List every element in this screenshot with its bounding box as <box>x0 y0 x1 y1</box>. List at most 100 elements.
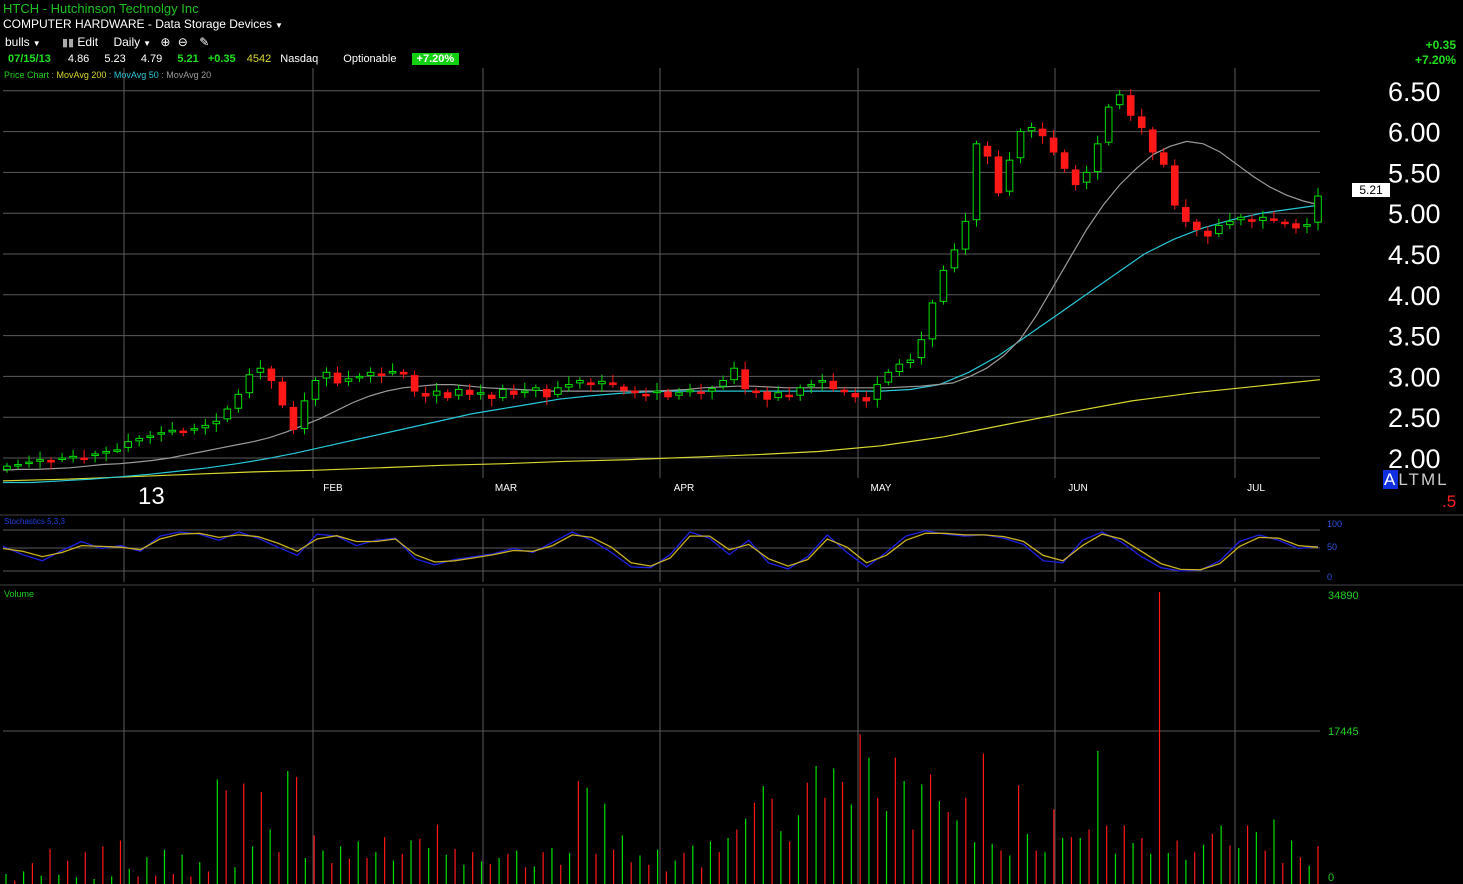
candle-body <box>355 375 364 379</box>
candle-body <box>1137 116 1146 129</box>
quote-bar: 07/15/13 4.86 5.23 4.79 5.21 +0.35 4542 … <box>8 53 460 65</box>
candle-body <box>1226 220 1234 226</box>
candle-body <box>333 372 342 384</box>
candle-body <box>576 379 584 384</box>
ma50-line <box>3 204 1321 484</box>
candle-body <box>476 392 485 395</box>
candle-body <box>509 390 518 395</box>
volume-label: Volume <box>4 589 35 599</box>
candle-body <box>928 302 937 340</box>
candle-body <box>498 388 507 399</box>
zoom-out-icon[interactable]: ⊖ <box>177 35 188 49</box>
candle-body <box>565 384 573 388</box>
scale-a-button[interactable]: A <box>1383 470 1399 489</box>
ma20-line <box>2 140 1321 471</box>
quote-change: +0.35 <box>207 53 236 65</box>
candle-body <box>763 391 771 400</box>
candle-body <box>157 432 166 435</box>
candle-body <box>631 390 639 394</box>
candle-body <box>1159 152 1168 165</box>
candle-body <box>587 382 595 386</box>
period-dropdown[interactable]: Daily ▼ <box>113 35 151 49</box>
candle-body <box>895 363 904 373</box>
candle-body <box>1093 143 1102 173</box>
draw-tool-icon[interactable]: ✎ <box>199 35 210 49</box>
sector-dropdown[interactable]: COMPUTER HARDWARE - Data Storage Devices… <box>3 17 283 31</box>
year-label: 13 <box>138 483 165 510</box>
last-price-tag: 5.21 <box>1352 183 1390 197</box>
right-change-pct: +7.20% <box>1414 53 1456 67</box>
candle-body <box>91 453 99 457</box>
candle-body <box>554 387 562 395</box>
candle-body <box>212 420 221 425</box>
candle-body <box>543 388 551 398</box>
candle-body <box>642 393 650 397</box>
volume-tick-label: 17445 <box>1328 726 1359 738</box>
candle-body <box>322 371 331 379</box>
candle-body <box>267 368 276 381</box>
candle-body <box>686 389 694 393</box>
quote-last: 5.21 <box>177 53 199 65</box>
candle-body <box>1193 221 1201 231</box>
zoom-in-icon[interactable]: ⊕ <box>160 35 171 49</box>
candle-body <box>697 391 705 394</box>
candle-body <box>377 373 386 376</box>
candle-body <box>917 339 926 359</box>
candle-body <box>840 389 849 393</box>
candle-body <box>465 389 474 395</box>
candle-body <box>14 464 22 467</box>
candle-body <box>1148 129 1157 153</box>
candle-body <box>179 430 188 434</box>
y-tick-label: 3.50 <box>1388 322 1441 352</box>
candle-body <box>135 437 144 442</box>
quote-open: 4.86 <box>67 53 90 65</box>
y-tick-label: 3.00 <box>1388 362 1441 392</box>
candle-body <box>994 156 1003 194</box>
scale-buttons: ALTML <box>1383 470 1449 490</box>
scale-t-button[interactable]: T <box>1408 470 1421 489</box>
candle-body <box>410 375 419 392</box>
quote-high: 5.23 <box>104 53 126 65</box>
candle-body <box>124 441 132 448</box>
stoch-k-line <box>2 530 1319 572</box>
candle-body <box>675 392 683 396</box>
symbol-title: HTCH - Hutchinson Technolgy Inc <box>3 1 199 16</box>
edit-button[interactable]: ▮▮ Edit <box>62 35 98 49</box>
edit-label: Edit <box>77 35 99 49</box>
y-tick-label: 6.00 <box>1388 118 1441 148</box>
candle-body <box>223 408 232 420</box>
candle-body <box>796 387 805 396</box>
candle-body <box>1049 137 1058 153</box>
candle-body <box>168 429 177 433</box>
x-tick-label: APR <box>674 483 695 494</box>
candle-body <box>741 369 749 390</box>
candle-body <box>532 387 540 391</box>
candle-body <box>234 393 243 409</box>
scale-l2-button[interactable]: L <box>1437 470 1449 489</box>
candle-body <box>1115 94 1124 106</box>
candle-body <box>69 455 77 459</box>
candle-body <box>620 386 628 391</box>
volume-tick-label: 0 <box>1328 872 1334 884</box>
candle-body <box>421 393 430 397</box>
chevron-down-icon: ▼ <box>274 21 283 30</box>
y-tick-label: 4.00 <box>1388 281 1441 311</box>
candle-body <box>311 379 320 400</box>
x-tick-label: MAY <box>871 483 892 494</box>
candle-body <box>664 391 672 398</box>
x-tick-label: JUN <box>1068 483 1087 494</box>
candle-body <box>245 374 254 394</box>
scale-m-button[interactable]: M <box>1420 470 1438 489</box>
quote-exchange: Nasdaq <box>280 53 319 65</box>
candle-body <box>201 424 210 429</box>
candle-body <box>752 390 760 394</box>
candle-body <box>443 392 452 399</box>
candle-body <box>609 382 617 386</box>
watchlist-dropdown[interactable]: bulls ▼ <box>5 35 41 49</box>
scale-l-button[interactable]: L <box>1398 470 1409 489</box>
change-pct-badge: +7.20% <box>411 53 460 65</box>
candle-body <box>58 457 66 460</box>
stoch-tick-label: 50 <box>1327 542 1337 552</box>
legend-price-chart: Price Chart <box>4 70 50 80</box>
